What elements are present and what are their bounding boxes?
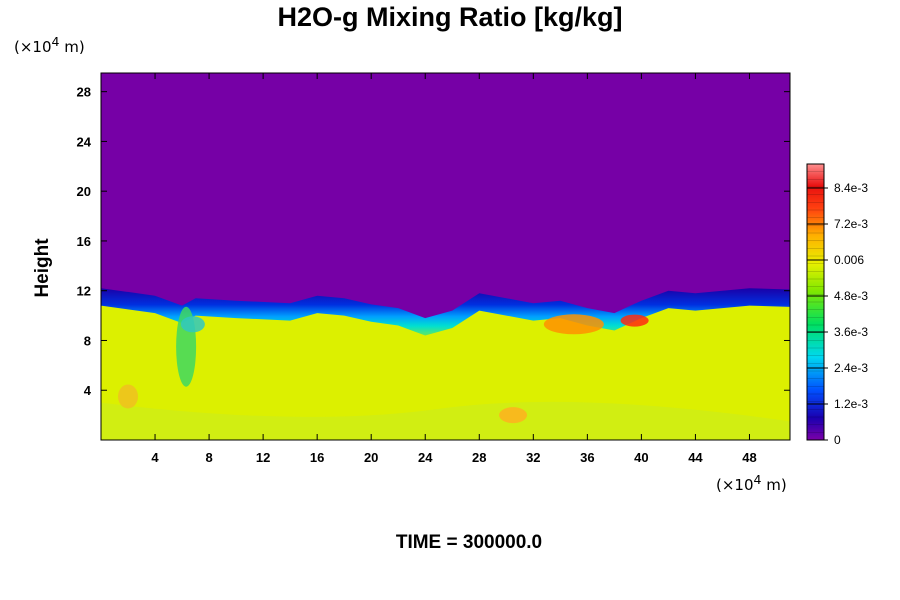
colorbar-ticks: 0 1.2e-3 2.4e-3 3.6e-3 4.8e-3 0.006 7.2e-3 8.4e… xyxy=(807,171,868,447)
y-tick-label: 16 xyxy=(77,234,91,249)
x-tick-label: 36 xyxy=(580,450,594,465)
feature-orange-lower xyxy=(499,407,528,424)
x-axis-ticks: 4 8 12 16 20 24 28 32 36 40 44 48 xyxy=(151,73,757,465)
y-axis-ticks: 4 8 12 16 20 24 28 xyxy=(77,85,790,398)
y-tick-label: 28 xyxy=(77,85,91,100)
colorbar-tick-label: 4.8e-3 xyxy=(834,289,868,303)
colorbar-tick-label: 0.006 xyxy=(834,253,864,267)
feature-orange-left xyxy=(118,384,139,409)
colorbar-tick-label: 8.4e-3 xyxy=(834,181,868,195)
x-tick-label: 48 xyxy=(742,450,756,465)
plot-area xyxy=(100,72,791,441)
x-tick-label: 32 xyxy=(526,450,540,465)
x-axis-unit: (×104 m) xyxy=(716,472,787,494)
x-tick-label: 4 xyxy=(151,450,159,465)
x-tick-label: 12 xyxy=(256,450,270,465)
colorbar-tick-label: 3.6e-3 xyxy=(834,325,868,339)
colorbar: 0 1.2e-3 2.4e-3 3.6e-3 4.8e-3 0.006 7.2e-3 8.4e… xyxy=(806,163,868,447)
x-tick-label: 28 xyxy=(472,450,486,465)
feature-orange-patch xyxy=(543,314,604,335)
plot-frame xyxy=(100,72,791,441)
colorbar-tick-label: 7.2e-3 xyxy=(834,217,868,231)
feature-red-patch xyxy=(620,314,649,327)
x-tick-label: 24 xyxy=(418,450,433,465)
colorbar-tick-label: 0 xyxy=(834,433,841,447)
feature-cyan-plume xyxy=(180,316,205,333)
y-tick-label: 20 xyxy=(77,184,91,199)
colorbar-tick-label: 1.2e-3 xyxy=(834,397,868,411)
tropopause-transition-band xyxy=(101,288,790,336)
x-tick-label: 44 xyxy=(688,450,703,465)
x-tick-label: 16 xyxy=(310,450,324,465)
time-annotation: TIME = 300000.0 xyxy=(395,532,543,553)
chart-title: H2O-g Mixing Ratio [kg/kg] xyxy=(277,2,623,32)
y-tick-label: 8 xyxy=(84,333,91,348)
x-tick-label: 20 xyxy=(364,450,378,465)
colorbar-tick-label: 2.4e-3 xyxy=(834,361,868,375)
y-tick-label: 24 xyxy=(77,134,92,149)
moist-features xyxy=(118,306,649,424)
y-tick-label: 4 xyxy=(84,383,92,398)
x-tick-label: 8 xyxy=(205,450,212,465)
y-axis-unit: (×104 m) xyxy=(14,34,85,56)
lower-moist-variation xyxy=(101,401,790,440)
y-tick-label: 12 xyxy=(77,284,91,299)
x-tick-label: 40 xyxy=(634,450,648,465)
